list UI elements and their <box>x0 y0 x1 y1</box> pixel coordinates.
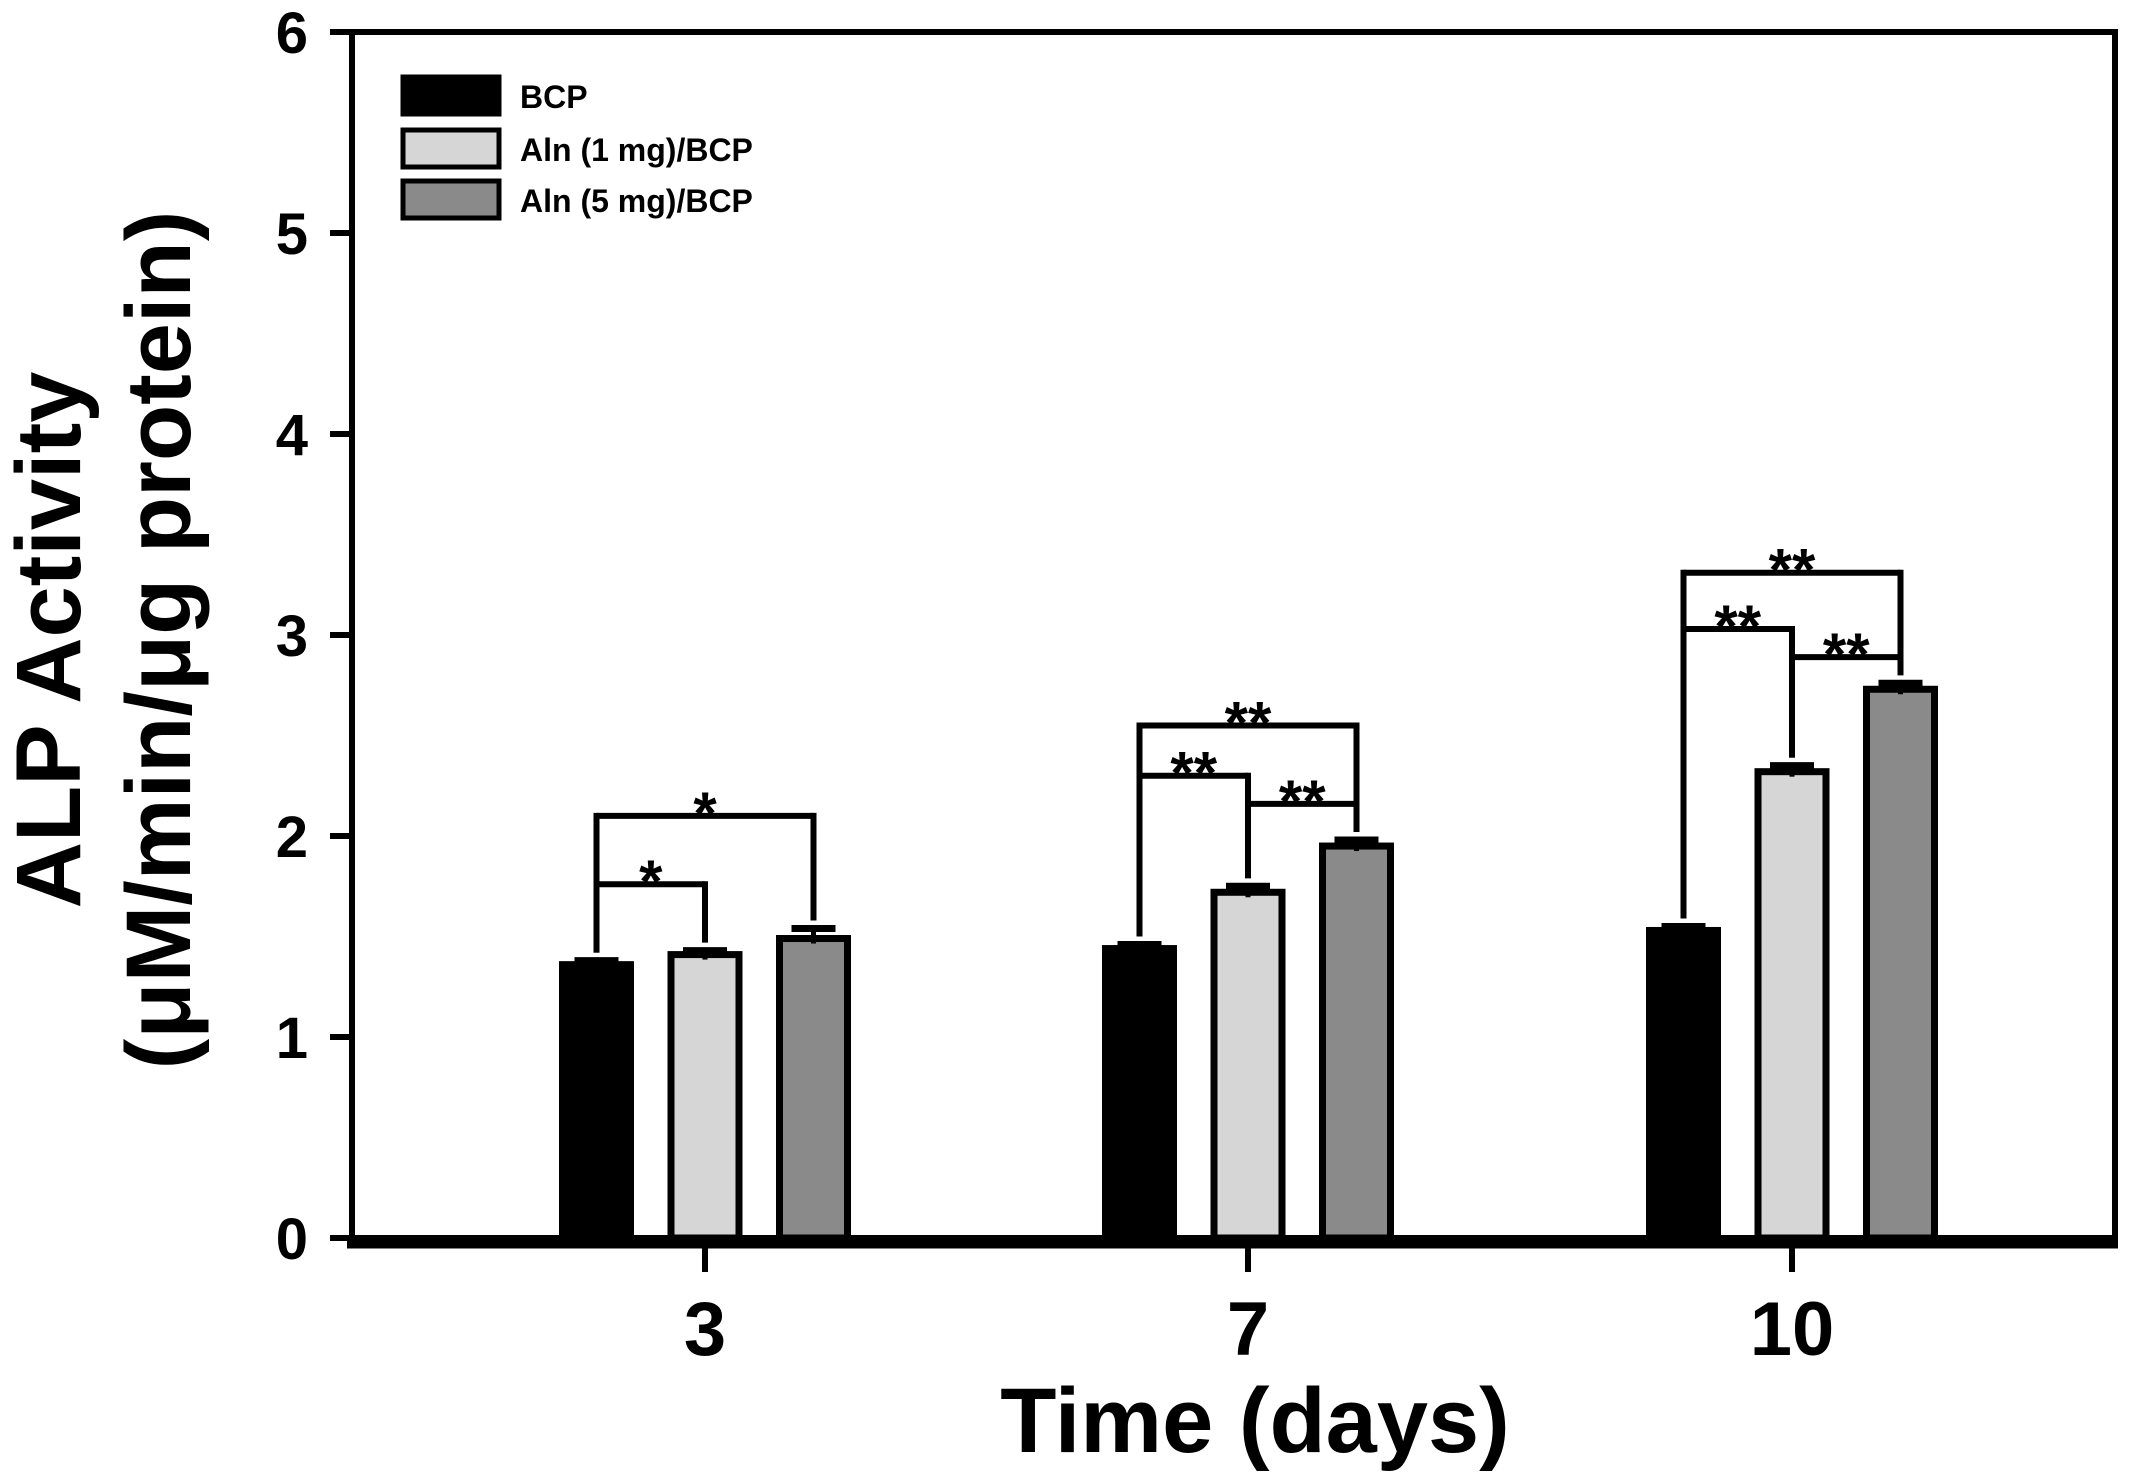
x-tick-label: 10 <box>1750 1287 1835 1372</box>
legend-label: Aln (5 mg)/BCP <box>520 183 753 219</box>
y-tick-label: 2 <box>276 805 308 870</box>
legend-swatch <box>400 178 502 221</box>
y-tick-label: 5 <box>276 202 308 267</box>
sig-label: ** <box>1714 593 1761 660</box>
bar <box>776 935 851 1242</box>
sig-label: ** <box>1225 689 1272 756</box>
x-tick-label: 7 <box>1227 1287 1269 1372</box>
legend-swatch <box>400 74 502 117</box>
sig-label: ** <box>1823 621 1870 688</box>
y-tick-label: 6 <box>276 1 308 66</box>
y-axis-title-line2: (μM/min/μg protein) <box>108 211 210 1070</box>
bar <box>1102 945 1177 1242</box>
legend-label: Aln (1 mg)/BCP <box>520 132 753 168</box>
legend-swatch <box>400 127 502 170</box>
sig-label: ** <box>1170 740 1217 807</box>
bar <box>1863 685 1938 1242</box>
x-tick-label: 3 <box>684 1287 726 1372</box>
bar <box>667 951 743 1242</box>
y-tick-label: 0 <box>276 1207 308 1272</box>
sig-label: * <box>693 780 717 847</box>
bar <box>1210 888 1286 1242</box>
sig-label: ** <box>1769 537 1816 604</box>
y-tick-label: 3 <box>276 604 308 669</box>
bar <box>1646 926 1721 1242</box>
sig-label: ** <box>1279 768 1326 835</box>
bar <box>1754 768 1830 1242</box>
y-tick-label: 1 <box>276 1006 308 1071</box>
y-axis-title-line1: ALP Activity <box>0 372 100 909</box>
bar <box>1319 842 1394 1242</box>
y-tick-label: 4 <box>276 403 308 468</box>
x-axis-title: Time (days) <box>1000 1370 1510 1472</box>
bar <box>559 961 634 1242</box>
legend-label: BCP <box>520 79 588 115</box>
sig-label: * <box>639 848 663 915</box>
